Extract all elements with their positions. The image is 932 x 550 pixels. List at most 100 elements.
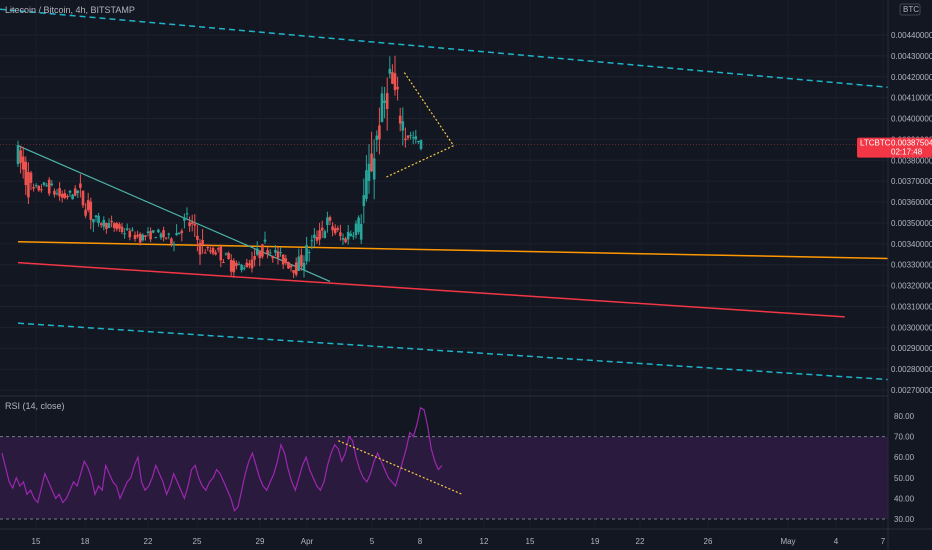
candle-body [188, 222, 191, 227]
candle-body [47, 179, 51, 194]
time-tick-label: 22 [144, 537, 153, 546]
candle-body [336, 228, 340, 230]
rsi-tick-label: 40.00 [894, 494, 915, 503]
candle-body [378, 125, 381, 140]
candle-body [383, 100, 386, 103]
candle-body [120, 226, 124, 233]
candle-body [24, 161, 28, 186]
candle-body [29, 172, 33, 183]
candle-body [180, 230, 184, 234]
candle-body [391, 72, 394, 84]
candle-body [300, 254, 303, 267]
candle-body [318, 230, 321, 240]
candle-body [245, 262, 249, 268]
candle-body [55, 193, 59, 195]
candle-body [167, 233, 171, 235]
candle-body [81, 190, 85, 206]
candle-body [76, 190, 80, 194]
candle-body [40, 189, 43, 191]
candle-body [89, 201, 93, 220]
candle-body [37, 185, 41, 191]
rsi-legend[interactable]: RSI (14, close) [5, 401, 65, 411]
candle-body [214, 252, 217, 255]
candle-body [177, 232, 181, 235]
candle-body [229, 260, 233, 272]
price-tick-label: 0.00360000 [891, 198, 932, 207]
rsi-divergence-line [338, 440, 463, 495]
candle-body [310, 240, 314, 242]
candle-body [331, 226, 334, 231]
time-tick-label: 4 [834, 537, 839, 546]
candle-body [79, 183, 82, 188]
candle-body [32, 187, 35, 189]
candle-body [268, 252, 272, 254]
candle-body [352, 235, 355, 237]
trendline [17, 322, 889, 381]
candle-body [232, 260, 236, 273]
candle-body [409, 135, 412, 137]
time-tick-label: May [780, 537, 795, 546]
candle-body [102, 220, 106, 227]
rsi-band [0, 436, 888, 520]
candle-body [292, 270, 295, 273]
price-tick-label: 0.00280000 [891, 365, 932, 374]
candle-body [307, 252, 311, 254]
time-tick-label: Apr [301, 537, 314, 546]
candle-body [146, 231, 150, 234]
candle-body [219, 246, 223, 261]
time-tick-label: 15 [526, 537, 535, 546]
time-axis[interactable]: 15 18 22 25 29 Apr 5 8 12 15 19 22 26 May 4 7 [0, 528, 932, 546]
candle-body [323, 231, 327, 239]
candle-body [370, 153, 373, 172]
candle-body [172, 243, 176, 246]
candle-body [141, 234, 145, 241]
price-axis[interactable]: 0.00440000 0.00430000 0.00420000 0.00410000… [887, 0, 932, 550]
candle-body [42, 182, 46, 185]
candle-body [185, 213, 189, 215]
candle-body [131, 229, 134, 231]
candle-body [339, 232, 342, 237]
candle-body [276, 251, 280, 258]
price-tick-label: 0.00330000 [891, 261, 932, 270]
price-tick-label: 0.00410000 [891, 94, 932, 103]
time-tick-label: 29 [256, 537, 265, 546]
candle-body [50, 183, 54, 186]
time-tick-label: 19 [591, 537, 600, 546]
candle-body [253, 256, 256, 260]
rsi-tick-label: 80.00 [894, 412, 915, 421]
candle-body [97, 215, 100, 224]
candle-body [367, 163, 371, 181]
pennant-upper-line [403, 72, 455, 147]
symbol-legend[interactable]: Litecoin / Bitcoin, 4h, BITSTAMP [5, 5, 135, 15]
candle-body [274, 250, 277, 253]
candle-body [398, 115, 402, 124]
price-badge-box [857, 137, 932, 158]
candlesticks [16, 55, 423, 279]
candle-body [211, 247, 215, 254]
price-tick-label: 0.00430000 [891, 52, 932, 61]
price-tick-label: 0.00340000 [891, 240, 932, 249]
price-tick-label: 0.00370000 [891, 177, 932, 186]
candle-body [404, 138, 407, 141]
candle-body [123, 233, 126, 235]
drawing-trendlines[interactable] [0, 6, 889, 381]
price-badge-symbol: LTCBTC [860, 139, 891, 148]
candle-body [271, 256, 275, 259]
candle-body [144, 235, 147, 237]
candle-body [183, 217, 186, 221]
candle-body [99, 223, 103, 225]
currency-badge-label: BTC [903, 5, 919, 14]
candle-body [289, 265, 293, 268]
time-tick-label: 25 [193, 537, 202, 546]
candle-body [388, 68, 392, 74]
candle-body [154, 237, 158, 239]
candle-body [227, 252, 230, 259]
candle-body [237, 264, 241, 266]
pennant-lower-line [386, 145, 454, 178]
candle-body [222, 262, 225, 264]
candle-body [315, 236, 319, 241]
candle-body [66, 195, 69, 198]
candle-body [63, 193, 67, 198]
rsi-tick-label: 70.00 [894, 433, 915, 442]
